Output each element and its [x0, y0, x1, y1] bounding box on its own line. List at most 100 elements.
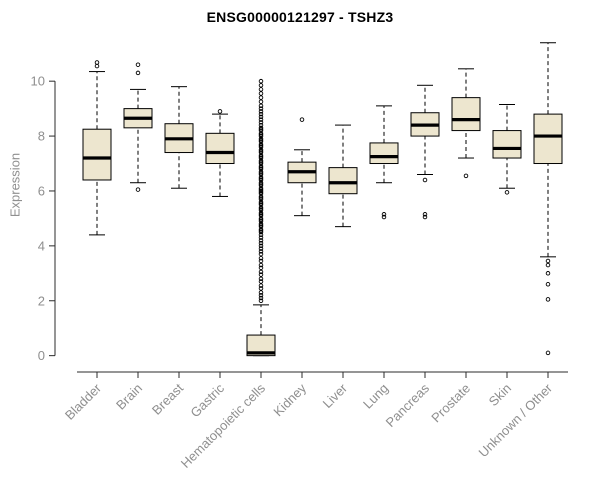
outlier-point: [135, 70, 141, 76]
y-tick-label: 0: [38, 348, 45, 363]
outlier-point: [258, 155, 264, 161]
outlier-point: [545, 297, 551, 302]
outlier-point: [94, 63, 100, 69]
y-tick-label: 4: [38, 238, 45, 253]
y-axis-label: Expression: [7, 152, 23, 218]
outlier-point: [258, 78, 264, 84]
outlier-point: [258, 132, 264, 137]
outlier-point: [258, 232, 264, 238]
outlier-point: [545, 271, 551, 276]
outlier-point: [258, 196, 264, 202]
outlier-point: [258, 99, 264, 105]
outlier-point: [545, 262, 551, 268]
outlier-point: [422, 214, 428, 220]
iqr-box: [451, 97, 481, 132]
outlier-point: [258, 136, 264, 142]
outlier-point: [545, 258, 551, 264]
outlier-point: [258, 183, 264, 188]
outlier-point: [258, 106, 264, 111]
outlier-point: [258, 117, 264, 122]
outlier-point: [258, 133, 264, 139]
outlier-point: [258, 286, 264, 291]
outlier-point: [258, 114, 264, 120]
outlier-point: [463, 173, 469, 179]
iqr-box: [369, 142, 399, 165]
outlier-point: [258, 199, 264, 205]
boxplot-group-pancreas: [410, 84, 440, 220]
outlier-point: [258, 298, 264, 304]
outlier-point: [258, 272, 264, 277]
outlier-point: [258, 166, 264, 172]
outlier-point: [258, 125, 264, 131]
x-category-label-gastric: Gastric: [187, 380, 227, 420]
outlier-point: [258, 246, 264, 251]
outlier-point: [135, 62, 141, 67]
x-category-label-brain: Brain: [113, 381, 145, 413]
boxplot-group-prostate: [451, 68, 481, 179]
outlier-point: [258, 154, 264, 159]
outlier-point: [258, 143, 264, 148]
outlier-point: [258, 216, 264, 221]
outlier-point: [258, 128, 264, 133]
outlier-point: [258, 181, 264, 187]
outlier-point: [258, 142, 264, 147]
x-category-label-skin: Skin: [486, 381, 514, 409]
boxplot-group-bladder: [82, 60, 112, 236]
x-category-label-prostate: Prostate: [428, 381, 473, 426]
outlier-point: [258, 187, 264, 192]
outlier-point: [258, 217, 264, 223]
outlier-point: [258, 195, 264, 201]
iqr-box: [533, 113, 563, 165]
outlier-point: [135, 187, 141, 192]
outlier-point: [258, 202, 264, 207]
outlier-point: [258, 190, 264, 195]
outlier-point: [258, 238, 264, 243]
x-category-label-kidney: Kidney: [270, 380, 309, 419]
outlier-point: [258, 265, 264, 271]
outlier-point: [258, 83, 264, 88]
outlier-point: [381, 214, 387, 220]
outlier-point: [258, 126, 264, 132]
outlier-point: [258, 258, 264, 264]
outlier-point: [258, 221, 264, 227]
outlier-point: [258, 210, 264, 216]
boxplot-group-liver: [328, 124, 358, 228]
outlier-point: [258, 223, 264, 228]
outlier-point: [258, 269, 264, 275]
outlier-point: [258, 243, 264, 249]
outlier-point: [258, 240, 264, 246]
outlier-point: [258, 224, 264, 229]
outlier-point: [258, 103, 264, 109]
boxplot-group-kidney: [287, 117, 317, 217]
outlier-point: [258, 262, 264, 268]
outlier-point: [422, 212, 428, 217]
boxplot-group-breast: [164, 86, 194, 189]
outlier-point: [258, 213, 264, 218]
outlier-point: [258, 206, 264, 212]
outlier-point: [258, 228, 264, 234]
outlier-point: [258, 249, 264, 254]
outlier-point: [258, 279, 264, 284]
outlier-point: [258, 158, 264, 164]
outlier-point: [258, 165, 264, 170]
boxplot-group-brain: [123, 62, 153, 192]
iqr-box: [492, 130, 522, 159]
chart-title: ENSG00000121297 - TSHZ3: [206, 9, 394, 25]
outlier-point: [258, 185, 264, 191]
x-category-label-pancreas: Pancreas: [383, 380, 433, 430]
outlier-point: [258, 159, 264, 165]
outlier-point: [258, 161, 264, 166]
outlier-point: [258, 283, 264, 288]
outlier-point: [258, 293, 264, 298]
x-category-label-lung: Lung: [360, 381, 391, 412]
x-category-label-bladder: Bladder: [62, 380, 105, 423]
outlier-point: [258, 120, 264, 125]
outlier-point: [258, 218, 264, 224]
outlier-point: [258, 122, 264, 128]
outlier-point: [258, 91, 264, 96]
outlier-point: [94, 60, 100, 65]
outlier-point: [258, 95, 264, 100]
y-tick-label: 10: [31, 74, 45, 89]
outlier-point: [258, 180, 264, 185]
outlier-point: [258, 111, 264, 117]
